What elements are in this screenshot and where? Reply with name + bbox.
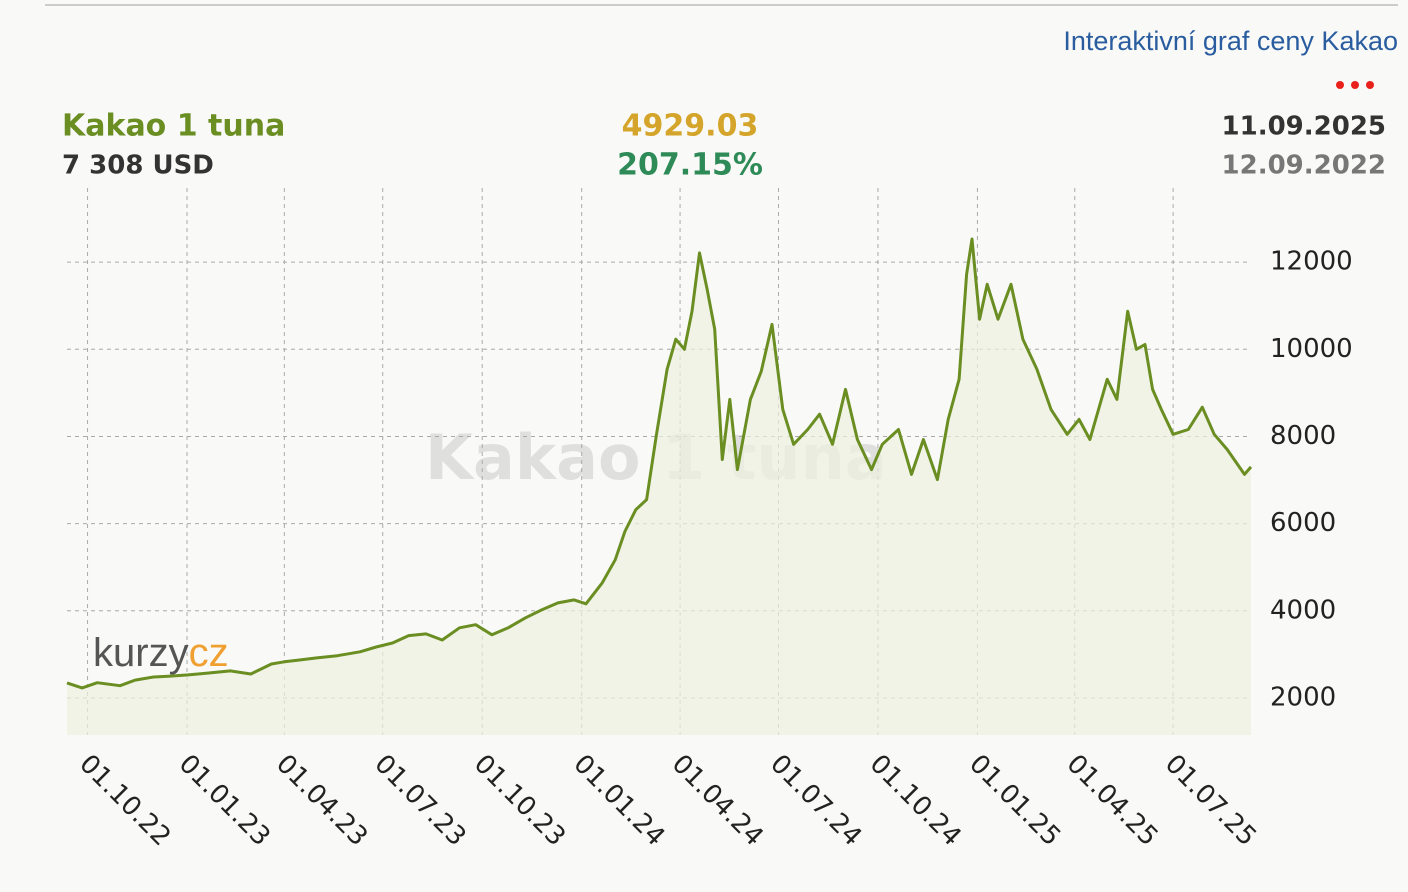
y-tick-label: 6000 <box>1270 508 1336 538</box>
x-tick-label: 01.01.25 <box>963 749 1066 852</box>
menu-dots[interactable] <box>1336 81 1374 89</box>
x-tick-label: 01.01.24 <box>567 749 670 852</box>
x-tick-label: 01.10.23 <box>468 749 571 852</box>
logo-suffix: cz <box>189 631 229 675</box>
x-tick-label: 01.04.25 <box>1060 749 1163 852</box>
y-tick-label: 10000 <box>1270 334 1353 364</box>
logo-text: kurzy <box>93 631 189 675</box>
x-tick-label: 01.01.23 <box>173 749 276 852</box>
y-tick-label: 8000 <box>1270 421 1336 451</box>
date-from: 12.09.2022 <box>1222 151 1386 181</box>
x-tick-label: 01.07.25 <box>1159 749 1262 852</box>
price-change: 4929.03 <box>622 109 759 144</box>
x-tick-label: 01.10.22 <box>73 749 176 852</box>
x-tick-label: 01.10.24 <box>864 749 967 852</box>
price-change-pct: 207.15% <box>617 148 763 183</box>
y-tick-label: 2000 <box>1270 682 1336 712</box>
area-fill <box>67 239 1251 735</box>
x-tick-label: 01.04.24 <box>666 749 769 852</box>
logo: kurzycz <box>93 631 229 675</box>
chart-link[interactable]: Interaktivní graf ceny Kakao <box>1063 26 1398 56</box>
x-tick-label: 01.07.23 <box>368 749 471 852</box>
y-tick-label: 4000 <box>1270 595 1336 625</box>
current-price: 7 308 USD <box>62 151 214 181</box>
y-tick-label: 12000 <box>1270 247 1353 277</box>
commodity-title: Kakao 1 tuna <box>62 109 285 144</box>
date-to: 11.09.2025 <box>1222 112 1386 142</box>
x-tick-label: 01.07.24 <box>764 749 867 852</box>
price-line <box>66 237 1253 690</box>
x-tick-label: 01.04.23 <box>270 749 373 852</box>
plot-area: Kakao 1 tuna2000400060008000100001200001… <box>66 188 1353 852</box>
